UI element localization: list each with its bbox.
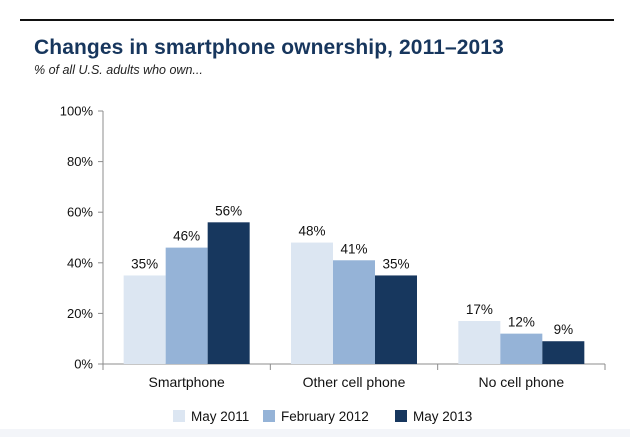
bar bbox=[500, 333, 543, 364]
bar-value-label: 56% bbox=[215, 203, 242, 218]
bar bbox=[458, 320, 501, 364]
x-category-label: Smartphone bbox=[149, 374, 225, 390]
bar-value-label: 12% bbox=[508, 315, 535, 330]
bar-chart: 0% 20% 40% 60% 80% 100% 35% 46% 56% Smartphone 48%… bbox=[60, 104, 606, 390]
legend-label: February 2012 bbox=[281, 408, 369, 424]
legend-label: May 2011 bbox=[191, 408, 250, 424]
legend-swatch bbox=[263, 410, 275, 422]
legend-label: May 2013 bbox=[413, 408, 473, 424]
bar-value-label: 41% bbox=[340, 241, 367, 256]
bar-value-label: 46% bbox=[173, 229, 200, 244]
bar-value-label: 48% bbox=[298, 224, 325, 239]
x-category-label: No cell phone bbox=[479, 374, 565, 390]
bar-value-label: 35% bbox=[382, 256, 409, 271]
footer-band bbox=[0, 429, 630, 437]
y-tick-label: 20% bbox=[67, 306, 93, 321]
chart-title: Changes in smartphone ownership, 2011–20… bbox=[34, 36, 504, 59]
bar bbox=[542, 341, 585, 364]
y-tick-label: 0% bbox=[74, 357, 93, 372]
bar bbox=[123, 275, 166, 364]
x-category-label: Other cell phone bbox=[303, 374, 406, 390]
y-tick-label: 100% bbox=[60, 104, 94, 119]
y-tick-label: 80% bbox=[67, 154, 93, 169]
y-tick-label: 60% bbox=[67, 205, 93, 220]
legend-item: May 2011 bbox=[173, 405, 249, 427]
bar bbox=[165, 247, 208, 364]
chart-legend: May 2011 February 2012 May 2013 bbox=[0, 405, 630, 427]
chart-subtitle: % of all U.S. adults who own... bbox=[34, 63, 203, 77]
bar-value-label: 17% bbox=[466, 302, 493, 317]
bar-value-label: 9% bbox=[554, 322, 574, 337]
bar-value-label: 35% bbox=[131, 256, 158, 271]
legend-item: February 2012 bbox=[263, 405, 369, 427]
legend-swatch bbox=[395, 410, 407, 422]
legend-item: May 2013 bbox=[395, 405, 472, 427]
bar bbox=[333, 260, 375, 364]
bar bbox=[207, 222, 250, 364]
top-rule bbox=[20, 19, 614, 21]
legend-swatch bbox=[173, 410, 185, 422]
y-tick-label: 40% bbox=[67, 255, 93, 270]
bar bbox=[291, 242, 333, 364]
bar bbox=[375, 275, 417, 364]
